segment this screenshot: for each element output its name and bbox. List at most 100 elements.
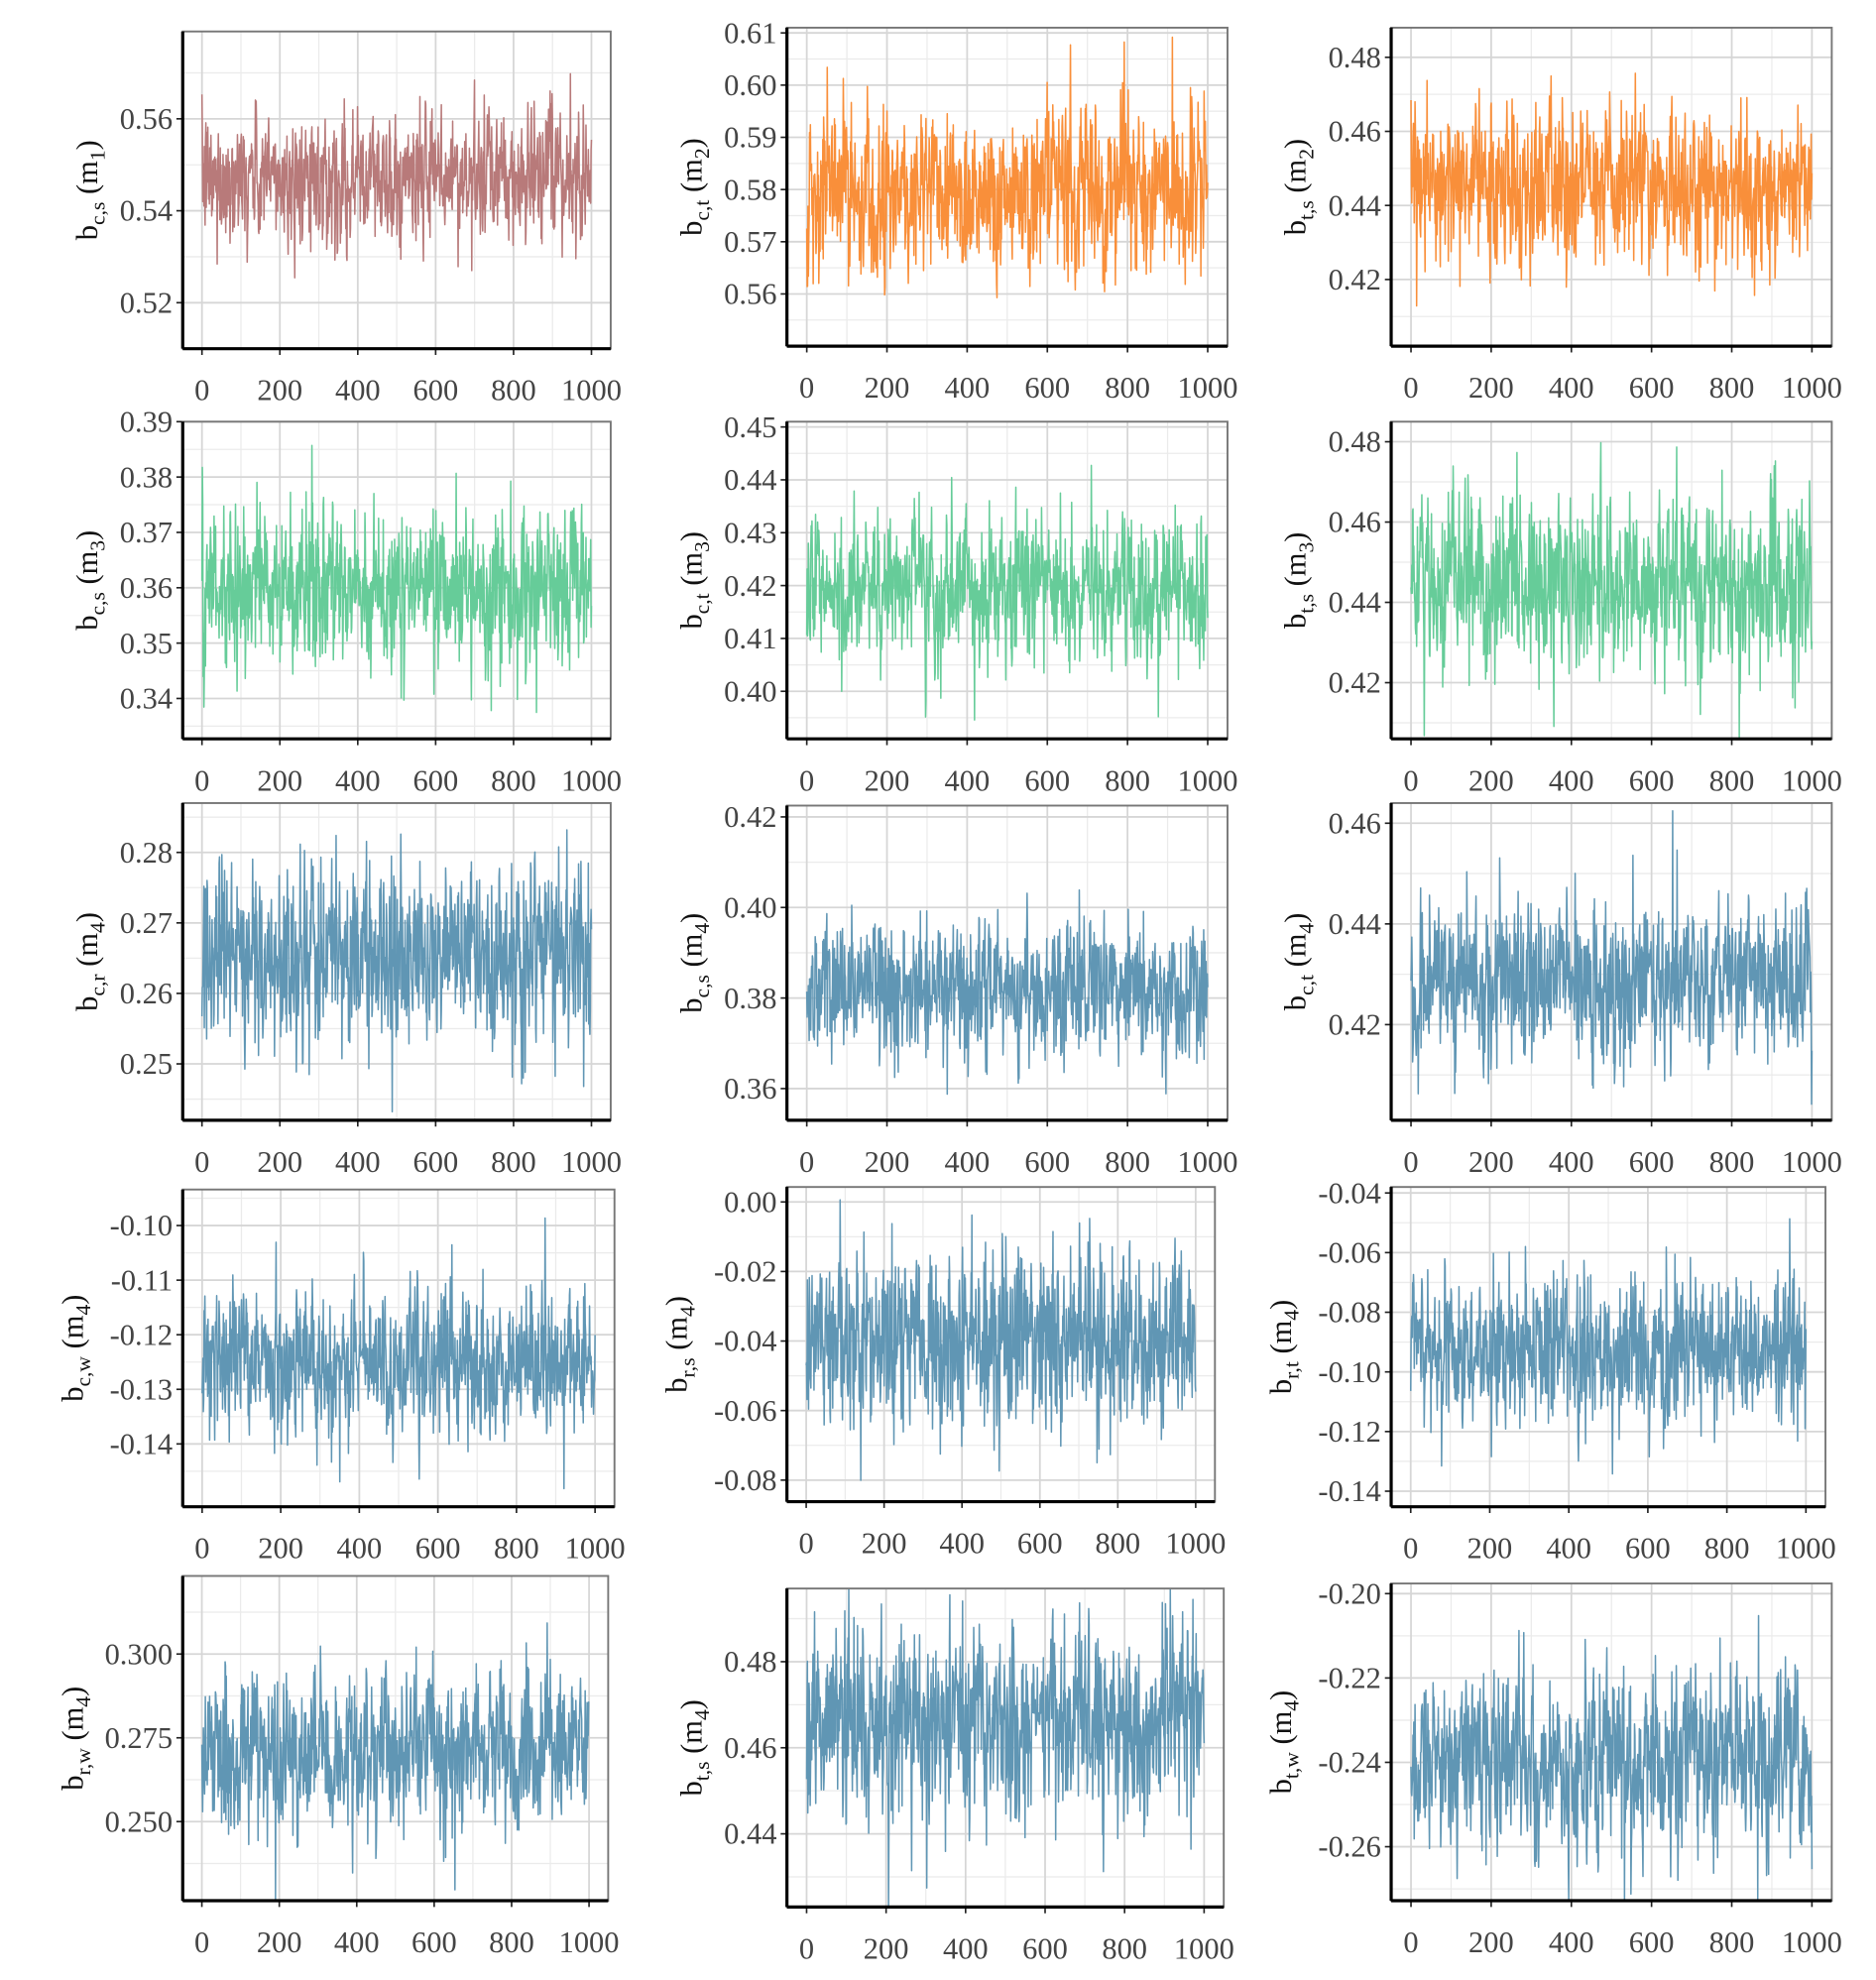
ylabel-model: (m <box>674 1720 708 1762</box>
ylabel-subscript: r,t <box>1280 1361 1304 1379</box>
x-tick-label: 200 <box>1468 1145 1514 1179</box>
y-tick-label: 0.275 <box>105 1721 174 1755</box>
ylabel-model-subscript: 4 <box>675 1306 699 1317</box>
x-tick-label: 800 <box>491 1145 536 1179</box>
y-tick-label: 0.44 <box>1329 907 1381 941</box>
y-tick-label: 0.42 <box>1329 263 1381 296</box>
y-tick-label: 0.54 <box>120 194 173 228</box>
x-tick-label: 800 <box>489 1925 534 1959</box>
x-tick-label: 800 <box>1095 1527 1140 1561</box>
x-tick-label: 0 <box>799 1931 814 1965</box>
ylabel-symbol: b <box>1279 614 1313 629</box>
y-tick-label: 0.40 <box>724 890 776 924</box>
y-tick-label: 0.42 <box>1329 666 1381 700</box>
x-tick-label: 800 <box>1704 1532 1750 1566</box>
trace-line <box>1410 1614 1814 1901</box>
ylabel-model-subscript: 4 <box>1280 1700 1304 1711</box>
trace-panel-4: 0 200 400 600 800 1000 0.34 0.35 0.36 0.37 0.38 0.3… <box>70 405 622 797</box>
y-tick-label: 0.250 <box>105 1805 174 1838</box>
x-tick-label: 800 <box>1105 1145 1150 1179</box>
x-tick-label: 400 <box>335 763 381 797</box>
x-tick-label: 400 <box>1546 1532 1591 1566</box>
y-tick-label: -0.12 <box>1318 1415 1380 1449</box>
y-tick-label: -0.02 <box>714 1255 776 1289</box>
ylabel-model-subscript: 4 <box>71 1305 95 1316</box>
ylabel-close: ) <box>674 138 708 148</box>
ylabel-symbol: b <box>674 997 708 1012</box>
x-tick-label: 800 <box>1709 1925 1755 1959</box>
y-tick-label: -0.10 <box>110 1209 173 1242</box>
y-tick-label: -0.20 <box>1318 1576 1380 1610</box>
x-tick-label: 600 <box>413 763 459 797</box>
trace-line <box>805 1199 1197 1481</box>
y-tick-label: 0.60 <box>724 68 776 102</box>
ylabel-model: (m <box>1279 933 1313 975</box>
ylabel-model-subscript: 2 <box>1294 149 1318 160</box>
x-tick-label: 200 <box>257 1925 302 1959</box>
ylabel-symbol: b <box>1264 1779 1298 1794</box>
x-tick-label: 200 <box>865 371 910 405</box>
x-tick-label: 800 <box>1709 1145 1755 1179</box>
ylabel-close: ) <box>70 912 104 922</box>
x-tick-label: 0 <box>1403 763 1418 797</box>
y-tick-label: 0.56 <box>724 278 776 311</box>
x-tick-label: 600 <box>1024 371 1070 405</box>
x-tick-label: 800 <box>1709 763 1755 797</box>
x-tick-label: 0 <box>799 1145 814 1179</box>
ylabel-symbol: b <box>70 996 104 1011</box>
trace-line <box>200 444 593 714</box>
x-tick-label: 600 <box>413 374 459 408</box>
y-tick-label: 0.59 <box>724 121 776 155</box>
x-tick-label: 400 <box>945 763 991 797</box>
ylabel-close: ) <box>1279 532 1313 542</box>
y-axis-label: br,s (m4) <box>660 1296 700 1393</box>
y-tick-label: 0.61 <box>724 16 776 50</box>
ylabel-model-subscript: 3 <box>690 541 714 552</box>
y-tick-label: 0.46 <box>1329 115 1381 149</box>
y-tick-label: 0.45 <box>724 410 776 444</box>
y-tick-label: 0.36 <box>724 1072 776 1106</box>
trace-panel-12: 0 200 400 600 800 1000 -0.14 -0.12 -0.10 -0.08 -0.… <box>1264 1176 1836 1565</box>
y-tick-label: 0.300 <box>105 1637 174 1671</box>
ylabel-model-subscript: 4 <box>1294 923 1318 934</box>
y-tick-label: 0.36 <box>120 571 173 605</box>
y-axis-label: bt,s (m2) <box>1279 139 1319 235</box>
x-tick-label: 1000 <box>1782 763 1842 797</box>
x-tick-label: 200 <box>1468 763 1514 797</box>
y-axis-label: bc,t (m4) <box>1279 913 1319 1011</box>
x-tick-label: 200 <box>1468 1925 1514 1959</box>
ylabel-subscript: t,s <box>1294 594 1318 614</box>
ylabel-model: (m <box>70 933 104 975</box>
x-tick-label: 800 <box>1709 371 1755 405</box>
trace-line <box>1410 441 1814 740</box>
x-tick-label: 400 <box>1549 1145 1594 1179</box>
trace-line <box>1410 810 1814 1106</box>
trace-panel-2: 0 200 400 600 800 1000 0.56 0.57 0.58 0.59 0.60 0.6… <box>674 16 1237 405</box>
y-tick-label: -0.14 <box>110 1427 173 1460</box>
x-tick-label: 0 <box>194 1532 209 1566</box>
x-tick-label: 200 <box>257 763 302 797</box>
y-tick-label: 0.44 <box>1329 586 1381 620</box>
x-tick-label: 400 <box>335 1145 381 1179</box>
x-tick-label: 600 <box>1024 763 1070 797</box>
x-tick-label: 0 <box>194 763 209 797</box>
ylabel-symbol: b <box>660 1378 694 1393</box>
trace-panel-6: 0 200 400 600 800 1000 0.42 0.44 0.46 0.48 bt,s (m… <box>1279 420 1842 797</box>
x-tick-label: 1000 <box>1782 1145 1842 1179</box>
x-tick-label: 400 <box>945 1145 991 1179</box>
ylabel-model-subscript: 3 <box>86 540 110 551</box>
x-tick-label: 200 <box>257 374 302 408</box>
y-tick-label: -0.13 <box>110 1372 173 1406</box>
x-tick-label: 0 <box>1403 1532 1418 1566</box>
trace-line <box>805 888 1209 1096</box>
ylabel-close: ) <box>674 1699 708 1709</box>
trace-line <box>201 1217 596 1490</box>
trace-panel-13: 0 200 400 600 800 1000 0.250 0.275 0.300 br,w (m4… <box>56 1574 620 1959</box>
x-tick-label: 0 <box>799 371 814 405</box>
x-tick-label: 200 <box>865 1145 910 1179</box>
x-tick-label: 1000 <box>1165 1527 1226 1561</box>
trace-panel-1: 0 200 400 600 800 1000 0.52 0.54 0.56 bc,s (m1) <box>70 30 622 408</box>
y-tick-label: 0.26 <box>120 977 173 1010</box>
x-tick-label: 400 <box>943 1931 989 1965</box>
ylabel-close: ) <box>1264 1690 1298 1700</box>
